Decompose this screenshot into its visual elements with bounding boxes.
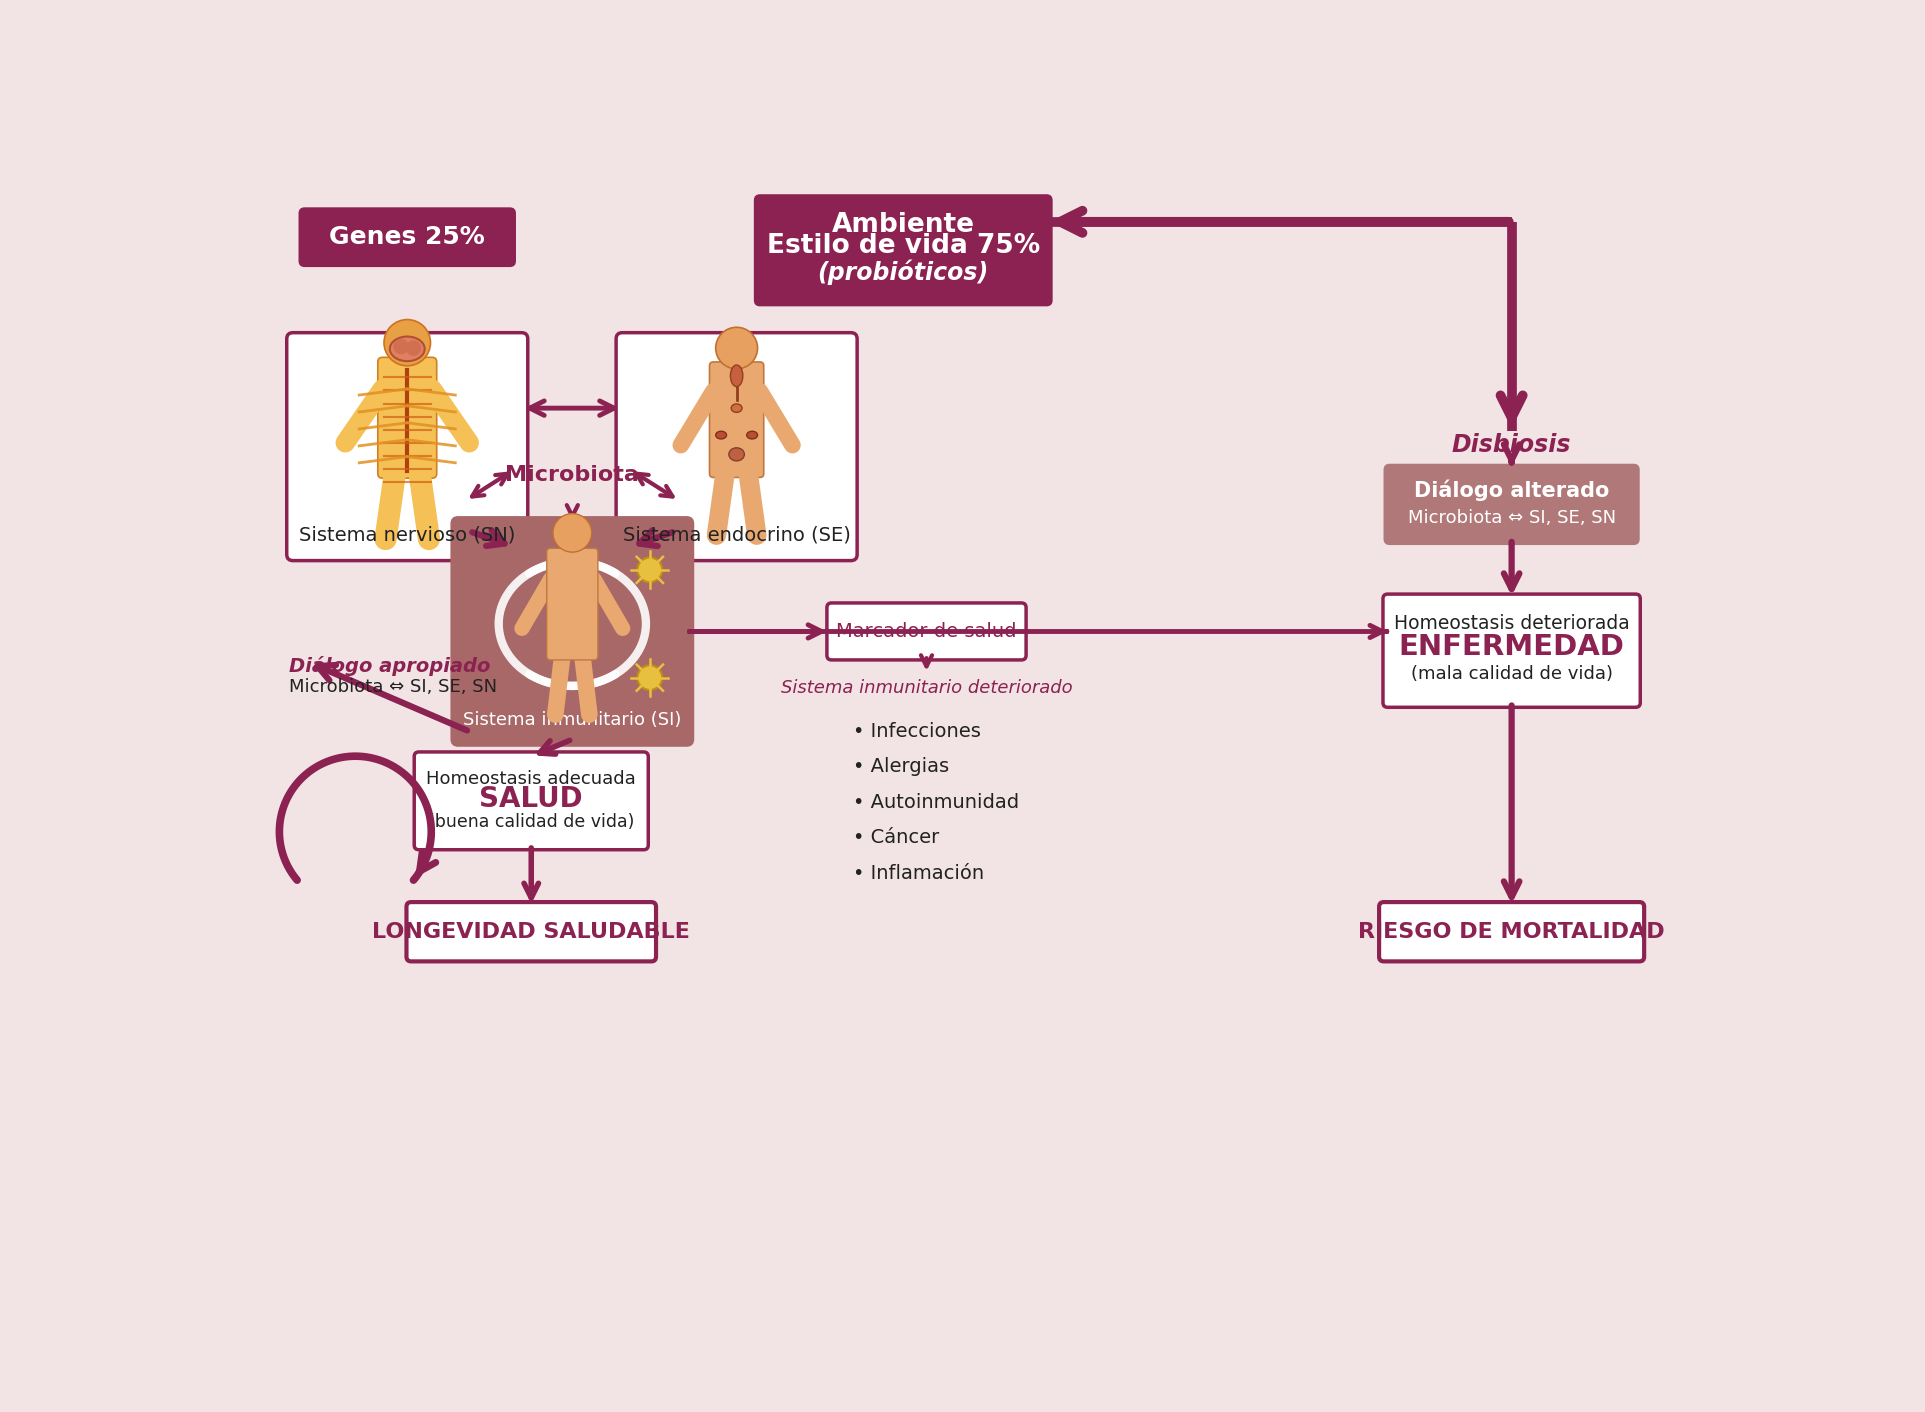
Text: Diálogo apropiado: Diálogo apropiado bbox=[289, 657, 491, 676]
Text: (mala calidad de vida): (mala calidad de vida) bbox=[1411, 665, 1613, 683]
FancyBboxPatch shape bbox=[452, 517, 693, 746]
FancyBboxPatch shape bbox=[1384, 465, 1638, 544]
FancyBboxPatch shape bbox=[710, 361, 764, 477]
Circle shape bbox=[637, 665, 662, 690]
Text: Marcador de salud: Marcador de salud bbox=[835, 621, 1016, 641]
Text: • Infecciones: • Infecciones bbox=[853, 722, 980, 741]
Ellipse shape bbox=[716, 431, 726, 439]
FancyBboxPatch shape bbox=[1378, 902, 1644, 962]
FancyBboxPatch shape bbox=[414, 753, 649, 850]
Text: Ambiente: Ambiente bbox=[832, 212, 974, 237]
Text: Microbiota ⇔ SI, SE, SN: Microbiota ⇔ SI, SE, SN bbox=[1407, 510, 1615, 527]
FancyBboxPatch shape bbox=[287, 333, 527, 561]
Text: Sistema inmunitario deteriorado: Sistema inmunitario deteriorado bbox=[782, 679, 1072, 696]
Ellipse shape bbox=[730, 366, 743, 387]
Circle shape bbox=[393, 339, 408, 354]
Text: RIESGO DE MORTALIDAD: RIESGO DE MORTALIDAD bbox=[1359, 922, 1665, 942]
Text: Microbiota ⇔ SI, SE, SN: Microbiota ⇔ SI, SE, SN bbox=[289, 678, 497, 696]
Circle shape bbox=[406, 340, 422, 356]
Text: • Autoinmunidad: • Autoinmunidad bbox=[853, 794, 1018, 812]
Text: ENFERMEDAD: ENFERMEDAD bbox=[1399, 633, 1625, 661]
FancyBboxPatch shape bbox=[377, 357, 437, 479]
Text: (buena calidad de vida): (buena calidad de vida) bbox=[427, 813, 635, 832]
Text: Microbiota: Microbiota bbox=[506, 465, 639, 486]
Circle shape bbox=[383, 319, 431, 366]
FancyBboxPatch shape bbox=[1382, 594, 1640, 707]
Text: (probióticos): (probióticos) bbox=[818, 258, 989, 285]
Text: SALUD: SALUD bbox=[479, 785, 583, 813]
Circle shape bbox=[637, 558, 662, 582]
Circle shape bbox=[716, 328, 758, 369]
Text: LONGEVIDAD SALUDABLE: LONGEVIDAD SALUDABLE bbox=[372, 922, 691, 942]
Ellipse shape bbox=[389, 336, 425, 361]
Text: Sistema nervioso (SN): Sistema nervioso (SN) bbox=[298, 525, 516, 545]
Text: Disbiosis: Disbiosis bbox=[1451, 433, 1571, 457]
Text: Homeostasis adecuada: Homeostasis adecuada bbox=[425, 771, 635, 788]
FancyBboxPatch shape bbox=[547, 548, 599, 659]
Text: Homeostasis deteriorada: Homeostasis deteriorada bbox=[1394, 614, 1629, 633]
Circle shape bbox=[552, 514, 591, 552]
Text: • Alergias: • Alergias bbox=[853, 757, 949, 777]
Text: Estilo de vida 75%: Estilo de vida 75% bbox=[766, 233, 1040, 260]
FancyBboxPatch shape bbox=[755, 196, 1051, 305]
Text: Sistema inmunitario (SI): Sistema inmunitario (SI) bbox=[464, 712, 681, 729]
Text: • Cáncer: • Cáncer bbox=[853, 829, 939, 847]
FancyBboxPatch shape bbox=[300, 209, 514, 265]
Text: Diálogo alterado: Diálogo alterado bbox=[1415, 480, 1609, 501]
Ellipse shape bbox=[730, 448, 745, 460]
FancyBboxPatch shape bbox=[406, 902, 656, 962]
Text: • Inflamación: • Inflamación bbox=[853, 864, 984, 882]
FancyBboxPatch shape bbox=[828, 603, 1026, 659]
FancyBboxPatch shape bbox=[616, 333, 857, 561]
Ellipse shape bbox=[747, 431, 758, 439]
Ellipse shape bbox=[732, 404, 741, 412]
Text: Sistema endocrino (SE): Sistema endocrino (SE) bbox=[622, 525, 851, 545]
Text: Genes 25%: Genes 25% bbox=[329, 225, 485, 249]
